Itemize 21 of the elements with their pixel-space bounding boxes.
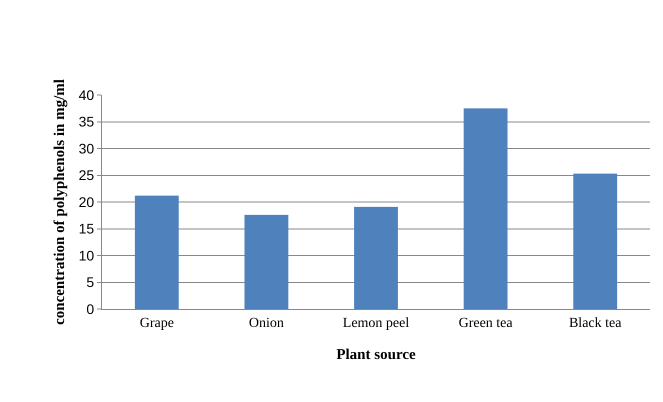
x-tick-label: Lemon peel: [342, 316, 410, 331]
y-tick-label: 20: [78, 194, 94, 210]
x-tick-label: Onion: [248, 316, 284, 331]
bar: [134, 196, 179, 309]
y-axis-title: concentration of polyphenols in mg/ml: [52, 79, 68, 325]
bar: [244, 214, 288, 309]
y-tick-label: 35: [78, 114, 94, 130]
y-tick-label: 30: [78, 140, 94, 156]
bar: [354, 206, 398, 309]
x-axis-title: Plant source: [336, 346, 416, 363]
y-tick-label: 25: [78, 167, 94, 184]
y-tick-label: 5: [86, 274, 94, 290]
y-tick-label: 10: [78, 247, 94, 264]
x-tick-label: Grape: [140, 316, 174, 331]
y-tick-label: 15: [78, 220, 94, 237]
bar: [464, 108, 508, 309]
x-tick-label: Green tea: [458, 316, 514, 331]
y-tick-label: 40: [78, 86, 94, 103]
bar: [573, 174, 618, 309]
x-tick-label: Black tea: [568, 316, 622, 331]
y-tick-label: 0: [86, 300, 94, 317]
